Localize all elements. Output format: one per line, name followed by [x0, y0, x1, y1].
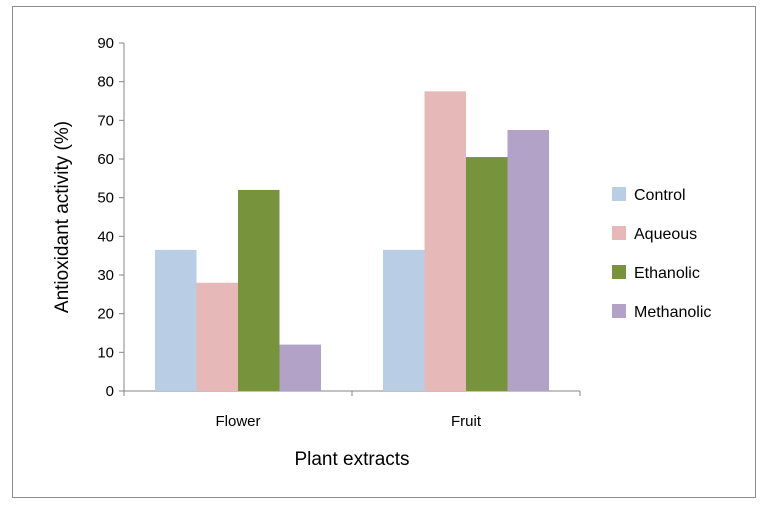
y-tick-label: 60 [97, 151, 114, 168]
y-tick-label: 70 [97, 112, 114, 129]
y-tick-label: 30 [97, 267, 114, 284]
bar-methanolic-flower [279, 344, 321, 391]
legend-label-control: Control [634, 187, 686, 204]
y-tick-label: 20 [97, 306, 114, 323]
bar-ethanolic-fruit [466, 157, 508, 391]
legend-swatch-ethanolic [612, 265, 626, 279]
y-tick-label: 80 [97, 74, 114, 91]
y-tick-label: 90 [97, 35, 114, 52]
bars [155, 91, 549, 391]
y-tick-label: 10 [97, 344, 114, 361]
bar-aqueous-flower [196, 282, 238, 391]
bar-ethanolic-flower [238, 189, 280, 391]
legend: Control Aqueous Ethanolic Methanolic [612, 187, 711, 321]
bar-control-fruit [383, 249, 425, 391]
x-tick-label: Fruit [451, 413, 482, 430]
bar-aqueous-fruit [424, 91, 466, 391]
y-tick-label: 40 [97, 228, 114, 245]
y-axis-label: Antioxidant activity (%) [52, 121, 73, 313]
legend-label-aqueous: Aqueous [634, 226, 697, 243]
bar-control-flower [155, 249, 197, 391]
x-tick-label: Flower [215, 413, 260, 430]
y-tick-label: 50 [97, 190, 114, 207]
y-tick-label: 0 [106, 383, 114, 400]
x-axis-label: Plant extracts [294, 449, 409, 470]
legend-swatch-aqueous [612, 226, 626, 240]
bar-methanolic-fruit [507, 130, 549, 391]
legend-label-methanolic: Methanolic [634, 304, 711, 321]
legend-swatch-control [612, 187, 626, 201]
x-axis-ticks: Flower Fruit [123, 391, 581, 430]
legend-swatch-methanolic [612, 304, 626, 318]
legend-label-ethanolic: Ethanolic [634, 265, 700, 282]
y-axis-ticks: 0 10 20 30 40 50 60 70 80 90 [97, 35, 124, 400]
